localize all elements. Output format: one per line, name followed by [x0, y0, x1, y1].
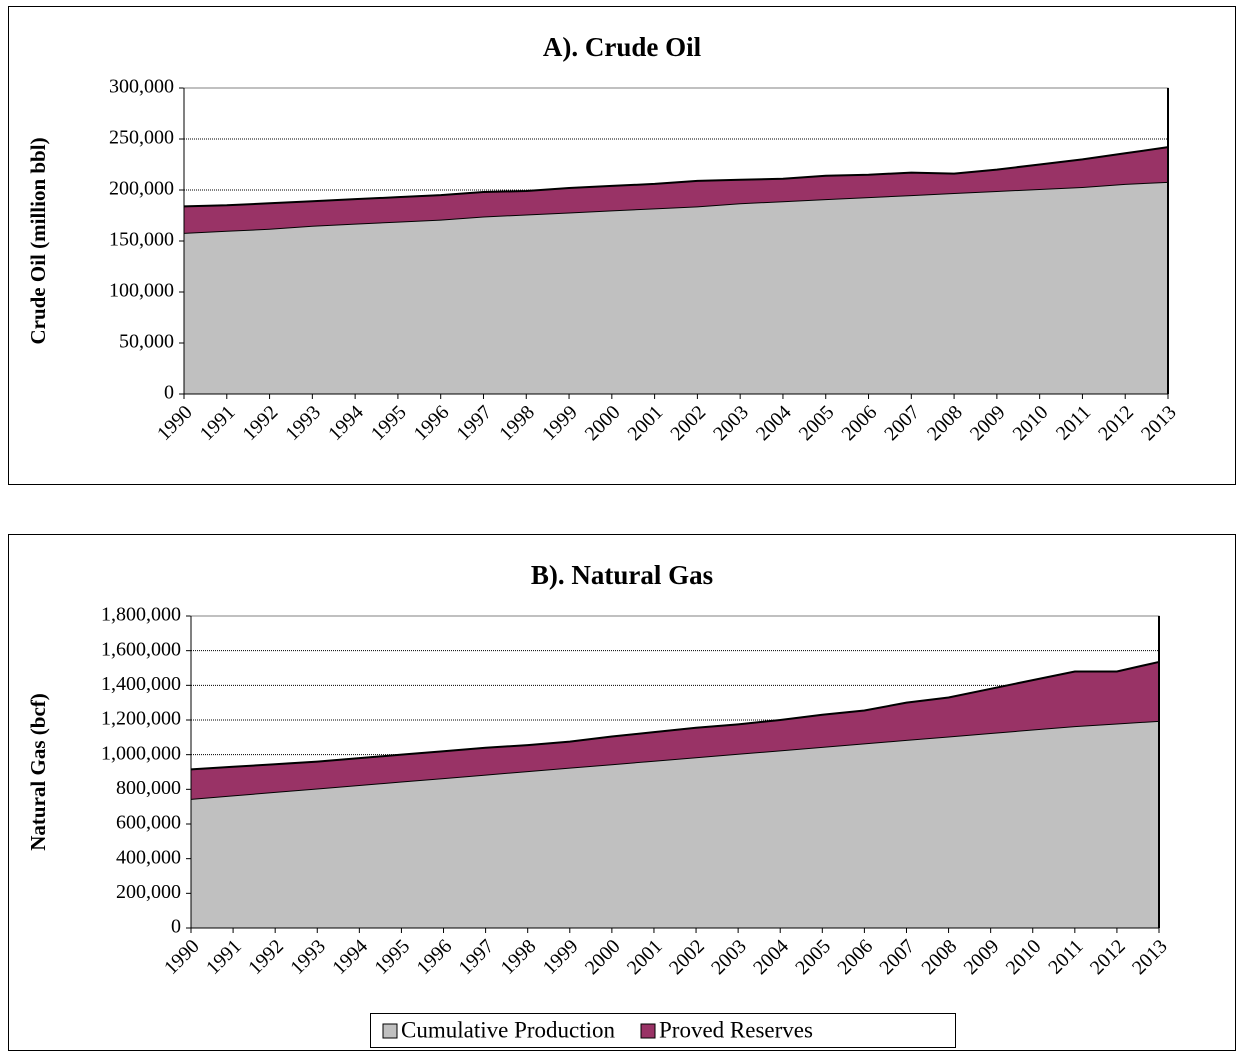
legend-swatch: [640, 1023, 656, 1039]
y-tick-label: 800,000: [116, 777, 181, 799]
y-tick-label: 200,000: [109, 178, 174, 200]
y-tick-label: 250,000: [109, 127, 174, 149]
legend-box: [370, 1013, 956, 1048]
y-tick-label: 400,000: [116, 846, 181, 868]
y-tick-label: 600,000: [116, 812, 181, 834]
y-tick-label: 0: [164, 382, 174, 404]
y-tick-label: 300,000: [109, 76, 174, 98]
area: [184, 181, 1168, 394]
y-tick-label: 150,000: [109, 229, 174, 251]
y-axis-label: Crude Oil (million bbl): [26, 137, 50, 344]
area-edge: [190, 660, 1160, 771]
y-tick-label: 1,200,000: [101, 708, 181, 730]
y-tick-label: 1,000,000: [101, 742, 181, 764]
legend-swatch: [382, 1023, 398, 1039]
y-tick-label: 1,600,000: [101, 638, 181, 660]
y-tick-label: 1,800,000: [101, 604, 181, 626]
area: [184, 147, 1168, 233]
y-tick-label: 200,000: [116, 881, 181, 903]
chart-title: A). Crude Oil: [543, 32, 702, 62]
legend-label: Proved Reserves: [659, 1017, 813, 1042]
y-tick-label: 1,400,000: [101, 673, 181, 695]
chart-title: B). Natural Gas: [531, 560, 713, 590]
legend-label: Cumulative Production: [401, 1017, 616, 1042]
y-tick-label: 50,000: [119, 331, 174, 353]
y-tick-label: 100,000: [109, 280, 174, 302]
area: [191, 720, 1159, 928]
y-axis-label: Natural Gas (bcf): [26, 693, 50, 850]
y-tick-label: 0: [171, 916, 181, 938]
area-edge: [183, 146, 1169, 208]
